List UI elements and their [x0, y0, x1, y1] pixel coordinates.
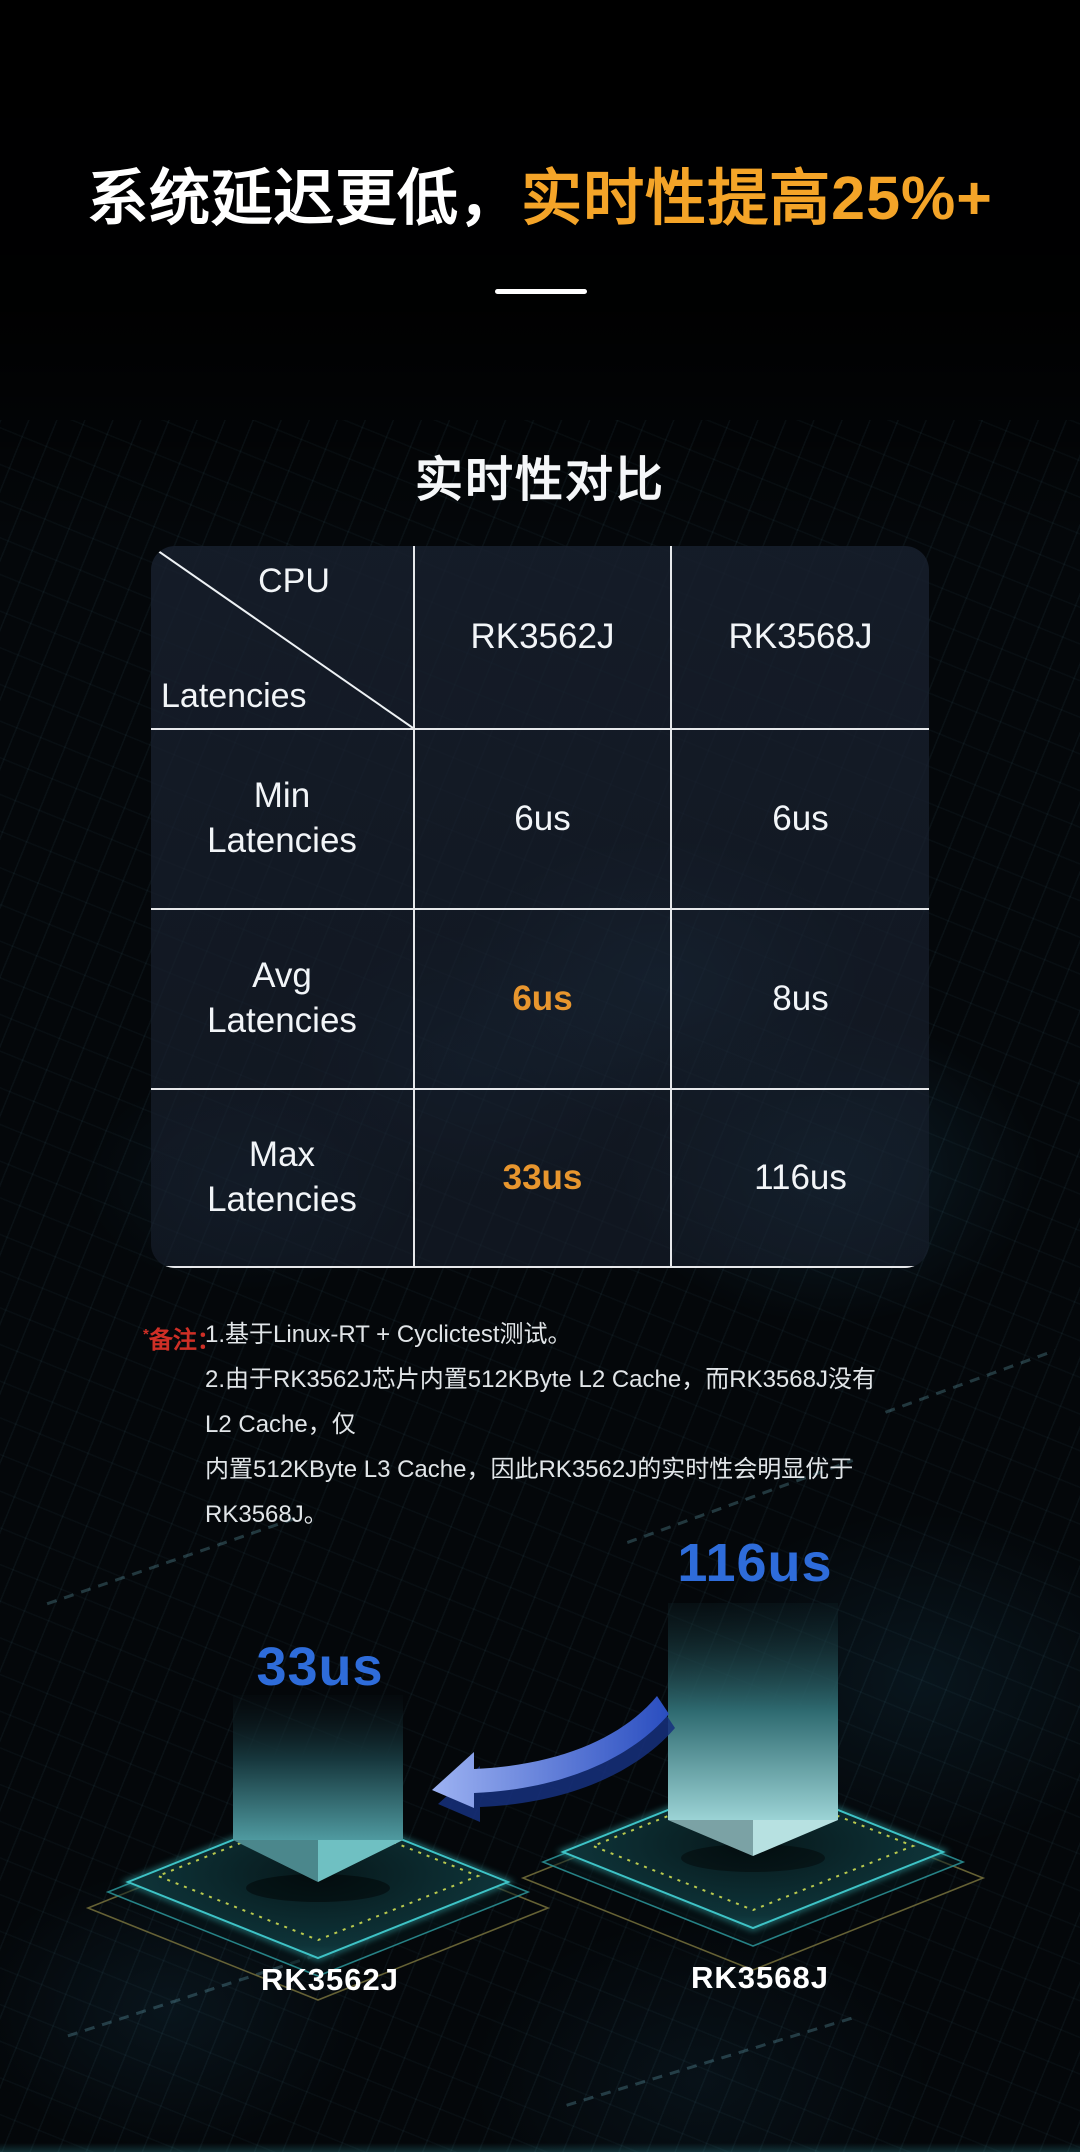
title-divider	[495, 289, 587, 294]
cell-min-rk3568j: 6us	[672, 730, 929, 910]
section-title: 实时性对比	[414, 454, 665, 507]
row-label: Max Latencies	[207, 1135, 357, 1219]
latency-bars-graphic	[85, 1603, 986, 2001]
column-header-rk3562j: RK3562J	[415, 546, 672, 730]
value: 8us	[772, 979, 829, 1018]
diagonal-line	[151, 546, 413, 728]
footnote-label: 备注：	[148, 1327, 221, 1354]
value: 116us	[754, 1158, 847, 1197]
row-label: Min Latencies	[207, 776, 357, 860]
page-title-orange: 实时性提高25%+	[521, 164, 993, 232]
value-highlight: 6us	[512, 979, 573, 1018]
footnote-line-3: 内置512KByte L3 Cache，因此RK3562J的实时性会明显优于RK…	[205, 1456, 854, 1528]
value-highlight: 33us	[502, 1158, 583, 1197]
latency-table: CPU Latencies RK3562J RK3568J Min Latenc…	[151, 546, 929, 1268]
row-header-min: Min Latencies	[151, 730, 415, 910]
left-bar-label: RK3562J	[261, 1962, 399, 1997]
right-bar-label: RK3568J	[691, 1960, 829, 1995]
footnote-line-2: 2.由于RK3562J芯片内置512KByte L2 Cache，而RK3568…	[205, 1366, 876, 1438]
left-bar	[233, 1695, 403, 1882]
asterisk: *	[143, 1326, 149, 1343]
footnote-marker: *备注：	[143, 1312, 221, 1363]
table-corner-cell: CPU Latencies	[151, 546, 415, 730]
row-header-max: Max Latencies	[151, 1090, 415, 1268]
cell-min-rk3562j: 6us	[415, 730, 672, 910]
corner-label-latencies: Latencies	[161, 677, 307, 715]
cell-max-rk3568j: 116us	[672, 1090, 929, 1268]
column-header-rk3568j: RK3568J	[672, 546, 929, 730]
page-title: 系统延迟更低，实时性提高25%+	[0, 148, 1080, 237]
cell-avg-rk3568j: 8us	[672, 910, 929, 1090]
page-title-white: 系统延迟更低，	[87, 164, 522, 232]
row-header-avg: Avg Latencies	[151, 910, 415, 1090]
value: 6us	[772, 799, 829, 838]
bottom-edge-glow	[0, 2143, 1080, 2152]
left-bar-value: 33us	[256, 1637, 384, 1697]
arrow-icon	[432, 1696, 675, 1822]
footnotes: *备注： 1.基于Linux-RT + Cyclictest测试。 2.由于RK…	[143, 1312, 885, 1537]
corner-label-cpu: CPU	[258, 562, 330, 600]
footnote-line-1: 1.基于Linux-RT + Cyclictest测试。	[205, 1321, 572, 1348]
cell-max-rk3562j: 33us	[415, 1090, 672, 1268]
cell-avg-rk3562j: 6us	[415, 910, 672, 1090]
right-bar-value: 116us	[677, 1533, 833, 1593]
value: 6us	[514, 799, 571, 838]
row-label: Avg Latencies	[207, 956, 357, 1040]
right-bar	[668, 1603, 838, 1856]
